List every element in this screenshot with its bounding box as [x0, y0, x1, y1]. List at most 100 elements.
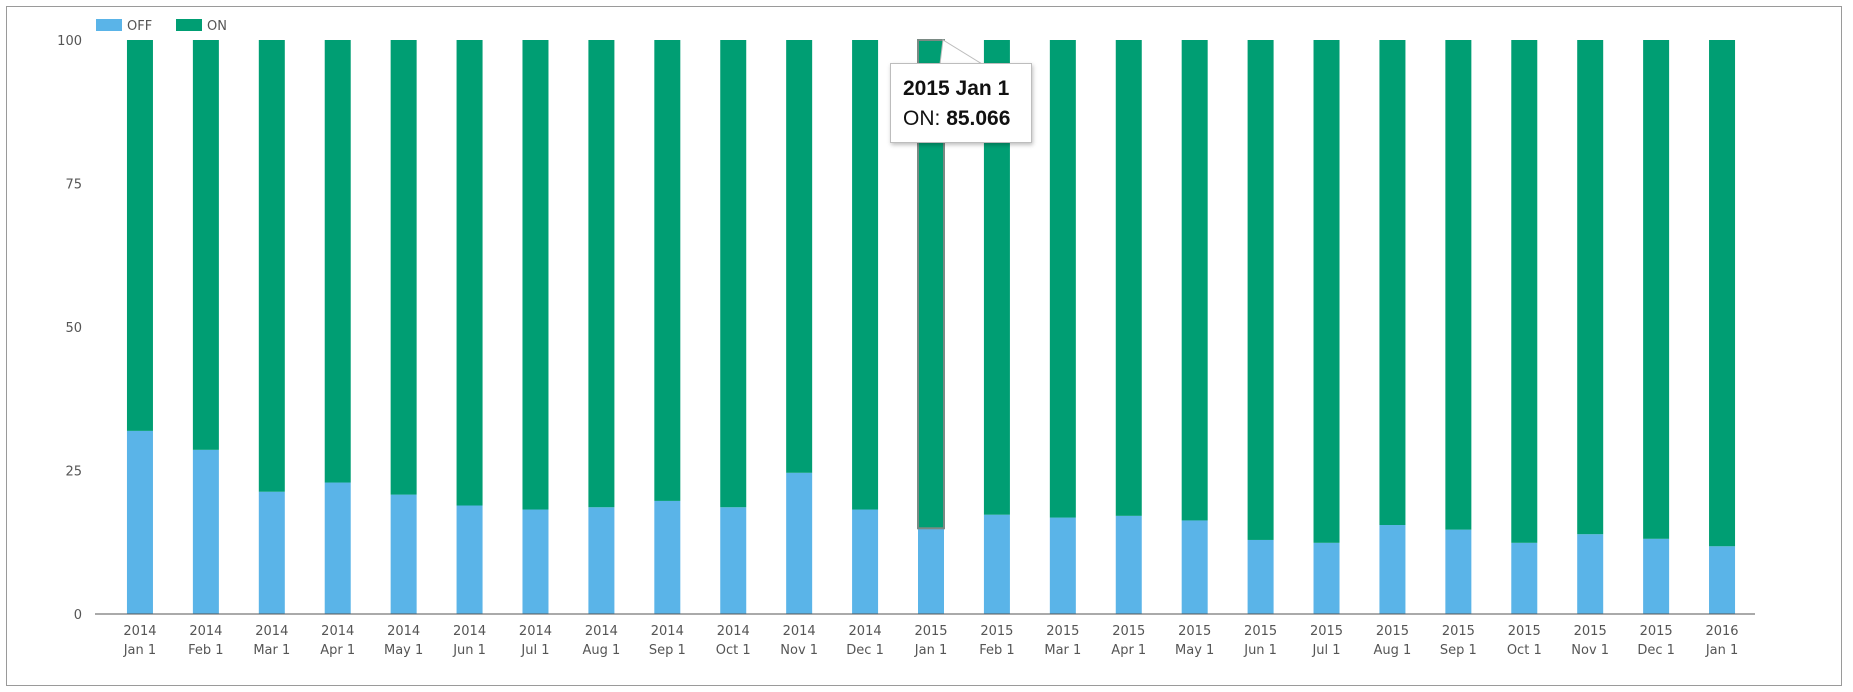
x-tick-year: 2014	[519, 624, 552, 639]
bar-off-9[interactable]	[720, 507, 747, 614]
bar-off-15[interactable]	[1115, 515, 1142, 614]
x-tick-year: 2014	[387, 624, 420, 639]
bar-off-10[interactable]	[786, 472, 813, 614]
y-tick-label: 75	[65, 178, 82, 193]
bar-on-11[interactable]	[852, 40, 879, 510]
bar-on-15[interactable]	[1115, 40, 1142, 516]
bar-on-24[interactable]	[1709, 40, 1736, 547]
bars	[126, 39, 1736, 614]
x-tick-date: Jun 1	[1243, 643, 1277, 658]
x-tick-year: 2015	[914, 624, 947, 639]
bar-off-23[interactable]	[1643, 538, 1670, 614]
bar-on-18[interactable]	[1313, 40, 1340, 543]
y-tick-label: 25	[65, 465, 82, 480]
x-tick-year: 2014	[189, 624, 222, 639]
x-tick-year: 2015	[1046, 624, 1079, 639]
y-tick-label: 100	[57, 34, 82, 49]
legend-swatch-off[interactable]	[96, 19, 122, 31]
x-tick-year: 2015	[980, 624, 1013, 639]
x-tick-date: Apr 1	[1111, 643, 1146, 658]
tooltip-pointer	[939, 39, 984, 65]
bar-off-11[interactable]	[852, 509, 879, 614]
x-tick-year: 2015	[1178, 624, 1211, 639]
bar-on-2[interactable]	[258, 40, 285, 492]
legend-label-off[interactable]: OFF	[127, 19, 152, 34]
bar-off-4[interactable]	[390, 494, 417, 614]
bar-on-17[interactable]	[1247, 40, 1274, 540]
bar-off-1[interactable]	[192, 449, 219, 614]
x-tick-date: Nov 1	[780, 643, 818, 658]
bar-off-19[interactable]	[1379, 525, 1406, 614]
bar-on-21[interactable]	[1511, 40, 1538, 543]
bar-on-0[interactable]	[126, 40, 153, 431]
x-tick-year: 2014	[783, 624, 816, 639]
bar-off-20[interactable]	[1445, 529, 1472, 614]
tooltip-arrow	[939, 39, 984, 65]
bar-on-5[interactable]	[456, 40, 483, 506]
bar-off-21[interactable]	[1511, 542, 1538, 614]
x-tick-year: 2014	[585, 624, 618, 639]
bar-off-17[interactable]	[1247, 539, 1274, 614]
bar-off-0[interactable]	[126, 430, 153, 614]
bar-off-13[interactable]	[983, 514, 1010, 614]
x-tick-date: Jul 1	[520, 643, 549, 658]
bar-off-8[interactable]	[654, 500, 681, 614]
x-tick-year: 2015	[1442, 624, 1475, 639]
x-tick-date: Jan 1	[123, 643, 156, 658]
x-tick-date: May 1	[384, 643, 423, 658]
bar-off-2[interactable]	[258, 491, 285, 614]
x-tick-year: 2014	[123, 624, 156, 639]
legend: OFF ON	[96, 19, 227, 34]
bar-off-16[interactable]	[1181, 520, 1208, 614]
bar-off-22[interactable]	[1577, 534, 1604, 614]
x-tick-year: 2015	[1376, 624, 1409, 639]
bar-on-22[interactable]	[1577, 40, 1604, 535]
bar-off-12[interactable]	[918, 528, 944, 614]
x-tick-year: 2015	[1508, 624, 1541, 639]
bar-on-6[interactable]	[522, 40, 549, 510]
bar-on-8[interactable]	[654, 40, 681, 501]
x-tick-date: Oct 1	[716, 643, 751, 658]
x-tick-date: Feb 1	[188, 643, 223, 658]
bar-on-10[interactable]	[786, 40, 813, 473]
x-tick-date: Apr 1	[320, 643, 355, 658]
bar-off-24[interactable]	[1709, 546, 1736, 614]
x-tick-year: 2015	[1640, 624, 1673, 639]
bar-hover-outline	[917, 39, 945, 530]
bar-off-14[interactable]	[1049, 517, 1076, 614]
x-tick-date: Mar 1	[253, 643, 290, 658]
bar-on-23[interactable]	[1643, 40, 1670, 539]
y-tick-label: 50	[65, 321, 82, 336]
x-tick-date: Jan 1	[1705, 643, 1738, 658]
bar-on-3[interactable]	[324, 40, 351, 483]
bar-off-6[interactable]	[522, 509, 549, 614]
bar-on-19[interactable]	[1379, 40, 1406, 526]
bar-on-16[interactable]	[1181, 40, 1208, 521]
tooltip-title: 2015 Jan 1	[903, 77, 1010, 100]
x-tick-date: Jul 1	[1311, 643, 1340, 658]
legend-swatch-on[interactable]	[176, 19, 202, 31]
x-tick-date: Jan 1	[914, 643, 947, 658]
bar-on-1[interactable]	[192, 40, 219, 450]
x-tick-year: 2014	[849, 624, 882, 639]
bar-on-7[interactable]	[588, 40, 615, 508]
bar-on-20[interactable]	[1445, 40, 1472, 530]
bar-off-3[interactable]	[324, 482, 351, 614]
legend-label-on[interactable]: ON	[207, 19, 227, 34]
x-tick-date: Sep 1	[649, 643, 686, 658]
x-axis: 2014 Jan 1 2014 Feb 1 2014 Mar 1 2014 Apr 1 2014…	[95, 613, 1755, 658]
x-tick-date: Oct 1	[1507, 643, 1542, 658]
x-tick-year: 2014	[651, 624, 684, 639]
x-tick-date: Dec 1	[846, 643, 884, 658]
bar-off-5[interactable]	[456, 505, 483, 614]
bar-on-9[interactable]	[720, 40, 747, 508]
x-tick-year: 2015	[1310, 624, 1343, 639]
tooltip: 2015 Jan 1 ON: 85.066	[890, 63, 1032, 143]
x-tick-year: 2014	[255, 624, 288, 639]
x-tick-date: Dec 1	[1637, 643, 1675, 658]
bar-on-4[interactable]	[390, 40, 417, 495]
bar-off-7[interactable]	[588, 507, 615, 614]
bar-on-14[interactable]	[1049, 40, 1076, 518]
bar-off-18[interactable]	[1313, 542, 1340, 614]
